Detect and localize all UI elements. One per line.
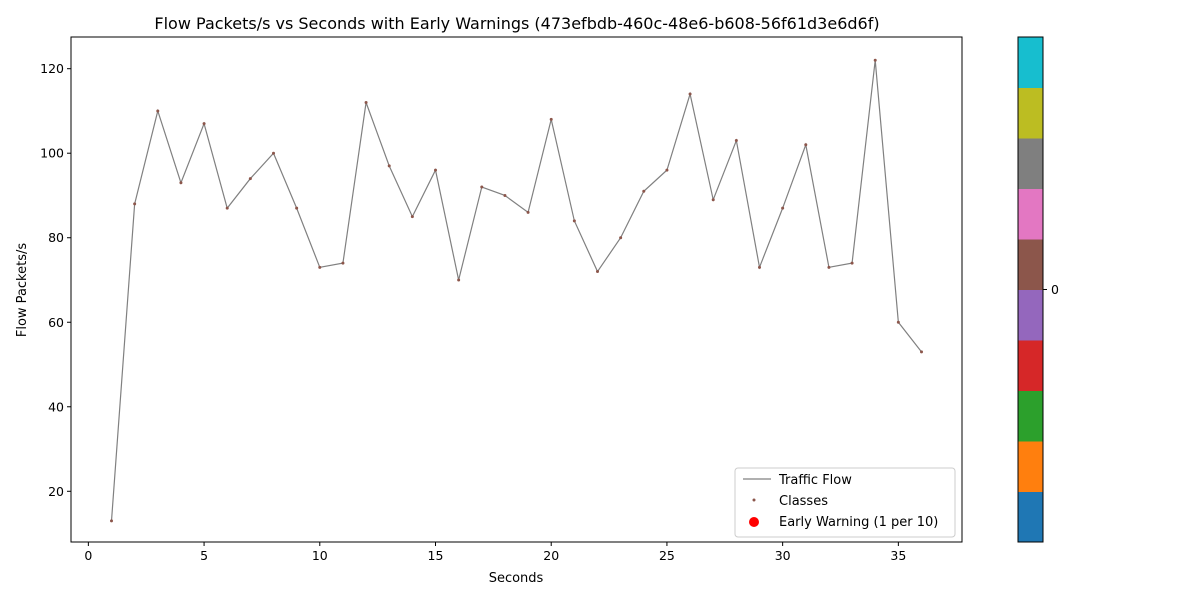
legend-box	[734, 467, 956, 538]
class-point	[503, 193, 507, 197]
traffic-flow-line	[110, 60, 922, 521]
legend-label: Traffic Flow	[778, 473, 852, 488]
class-point	[457, 278, 461, 282]
y-tick-label: 100	[40, 146, 64, 161]
x-tick-label: 30	[775, 548, 791, 563]
class-point	[480, 185, 484, 189]
class-point	[225, 206, 229, 210]
class-point	[341, 261, 345, 265]
class-point	[202, 122, 206, 126]
y-axis-label: Flow Packets/s	[15, 243, 30, 337]
colorbar-segment	[1018, 491, 1043, 543]
x-tick-label: 25	[659, 548, 675, 563]
class-point	[850, 261, 854, 265]
class-point	[387, 164, 391, 168]
class-point	[572, 219, 576, 223]
class-point	[318, 265, 322, 269]
class-point	[873, 58, 877, 62]
class-point	[920, 350, 923, 354]
colorbar-segment	[1018, 340, 1043, 391]
class-point	[619, 236, 623, 240]
x-tick-label: 20	[543, 548, 559, 563]
x-tick-label: 0	[84, 548, 92, 563]
class-point	[758, 265, 761, 269]
colorbar-segment	[1018, 390, 1043, 442]
class-point	[734, 139, 738, 143]
class-point	[179, 181, 183, 185]
class-point	[827, 265, 831, 269]
colorbar-segment	[1018, 239, 1043, 290]
class-point	[596, 270, 599, 274]
x-tick-label: 5	[200, 548, 208, 563]
colorbar: 0	[1017, 36, 1059, 543]
x-tick-label: 35	[890, 548, 906, 563]
legend: Traffic Flow Classes Early Warning (1 per …	[734, 467, 956, 538]
plot-area: 0 5 10 15 20 25 30 35 20 40 60 80 100 120	[40, 36, 963, 563]
class-point	[711, 198, 715, 202]
class-point	[688, 92, 692, 96]
class-point	[248, 177, 252, 181]
colorbar-segment	[1018, 289, 1043, 341]
legend-classes-marker	[752, 498, 756, 502]
colorbar-segment	[1018, 37, 1043, 88]
chart-title: Flow Packets/s vs Seconds with Early War…	[154, 14, 879, 33]
class-point	[896, 320, 900, 324]
plot-frame	[70, 36, 963, 543]
colorbar-segment	[1018, 188, 1043, 240]
y-tick-label: 40	[48, 399, 64, 414]
colorbar-segment	[1018, 138, 1043, 189]
class-point	[364, 101, 368, 105]
class-point	[804, 143, 808, 147]
colorbar-segment	[1018, 87, 1043, 139]
class-point	[549, 117, 553, 121]
class-point	[156, 109, 160, 113]
class-point	[110, 519, 113, 523]
class-point	[642, 189, 646, 193]
x-axis-label: Seconds	[489, 571, 544, 586]
class-point	[526, 210, 530, 214]
legend-label: Early Warning (1 per 10)	[779, 515, 938, 530]
class-point	[272, 151, 275, 155]
class-point	[133, 202, 137, 206]
class-point	[434, 168, 437, 172]
class-point	[410, 215, 414, 219]
colorbar-segment	[1018, 441, 1043, 492]
class-point	[665, 168, 669, 172]
y-tick-label: 120	[40, 61, 64, 76]
colorbar-tick-label: 0	[1051, 282, 1059, 297]
x-tick-label: 10	[312, 548, 328, 563]
class-point	[295, 206, 299, 210]
class-point	[781, 206, 785, 210]
legend-label: Classes	[779, 494, 828, 509]
legend-warning-marker	[749, 517, 759, 527]
y-tick-label: 80	[48, 230, 64, 245]
y-tick-label: 60	[48, 315, 64, 330]
x-tick-label: 15	[428, 548, 444, 563]
y-tick-label: 20	[48, 484, 64, 499]
